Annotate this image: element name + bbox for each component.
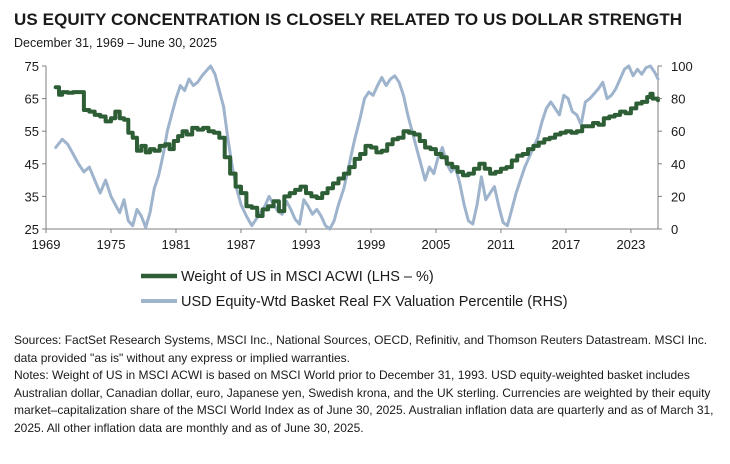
x-tick-label: 1987 [227, 237, 256, 252]
y-left-tick-label: 25 [25, 222, 39, 237]
x-tick-label: 1993 [292, 237, 321, 252]
y-right-tick-label: 40 [671, 157, 685, 172]
axis-layer: 25 35 45 55 65 75 0 20 40 60 80 100 1969 1975 1981 1987… [25, 59, 693, 252]
x-tick-label: 2023 [616, 237, 645, 252]
series-line-us-weight [53, 85, 660, 218]
y-left-tick-label: 65 [25, 92, 39, 107]
notes-note: Notes: Weight of US in MSCI ACWI is base… [14, 368, 714, 435]
x-tick-label: 2005 [421, 237, 450, 252]
chart-canvas: 25 35 45 55 65 75 0 20 40 60 80 100 1969 1975 1981 1987… [25, 59, 693, 310]
x-tick-label: 2017 [551, 237, 580, 252]
y-right-tick-label: 20 [671, 189, 685, 204]
footnotes: Sources: FactSet Research Systems, MSCI … [14, 332, 718, 437]
legend-label: Weight of US in MSCI ACWI (LHS – %) [181, 269, 434, 285]
y-right-tick-label: 80 [671, 92, 685, 107]
y-left-tick-label: 45 [25, 157, 39, 172]
series-layer [53, 64, 660, 231]
y-right-tick-label: 0 [671, 222, 678, 237]
chart-subtitle: December 31, 1969 – June 30, 2025 [14, 36, 217, 50]
chart-title: US EQUITY CONCENTRATION IS CLOSELY RELAT… [14, 10, 683, 29]
x-tick-label: 1969 [32, 237, 61, 252]
plot-frame [45, 66, 659, 230]
y-left-tick-label: 55 [25, 124, 39, 139]
y-left-tick-label: 75 [25, 59, 39, 74]
x-tick-label: 1999 [356, 237, 385, 252]
x-tick-label: 1975 [97, 237, 126, 252]
x-tick-label: 1981 [162, 237, 191, 252]
y-right-tick-label: 100 [671, 59, 693, 74]
x-tick-label: 2011 [487, 237, 515, 252]
y-left-tick-label: 35 [25, 189, 39, 204]
legend-label: USD Equity-Wtd Basket Real FX Valuation … [181, 294, 568, 310]
sources-note: Sources: FactSet Research Systems, MSCI … [14, 333, 708, 365]
legend: Weight of US in MSCI ACWI (LHS – %) USD E… [141, 269, 568, 310]
y-right-tick-label: 60 [671, 124, 685, 139]
